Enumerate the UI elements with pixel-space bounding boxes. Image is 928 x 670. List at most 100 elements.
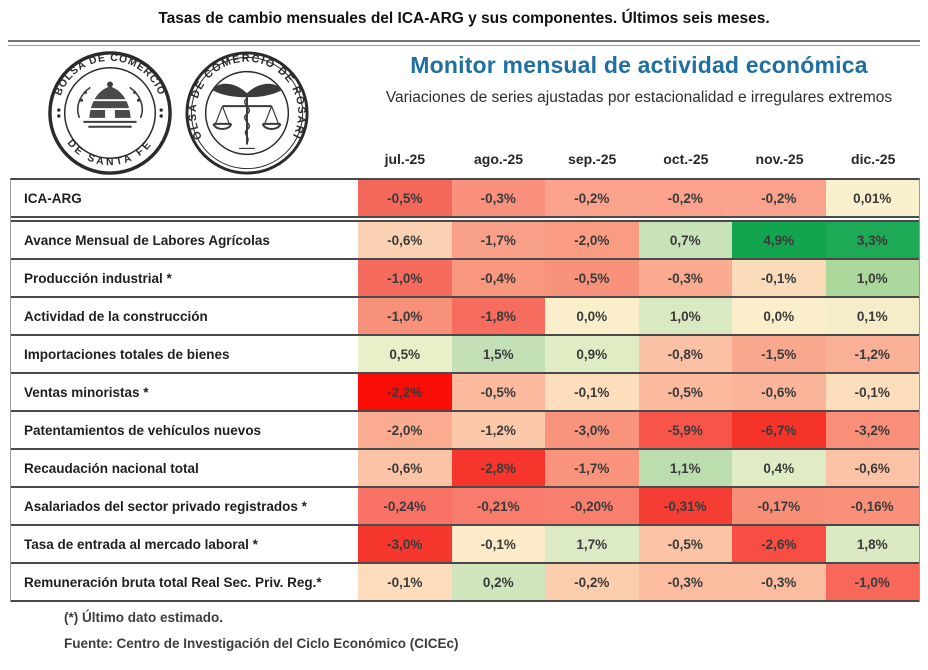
row-separator (11, 218, 919, 222)
data-cell: -0,1% (825, 374, 919, 410)
table-row: Tasa de entrada al mercado laboral * -3,0… (11, 526, 919, 564)
data-cell: 0,01% (825, 180, 919, 216)
data-cell: 0,0% (545, 298, 639, 334)
row-label: Avance Mensual de Labores Agrícolas (11, 222, 358, 258)
month-header: sep.-25 (568, 151, 617, 167)
data-cell: -0,6% (358, 222, 452, 258)
row-label: Remuneración bruta total Real Sec. Priv.… (11, 564, 358, 600)
row-label: Importaciones totales de bienes (11, 336, 358, 372)
data-cell: 1,1% (638, 450, 732, 486)
data-cell: -0,2% (638, 180, 732, 216)
data-cell: -3,0% (358, 526, 452, 562)
data-cell: -3,2% (825, 412, 919, 448)
data-cell: 3,3% (825, 222, 919, 258)
data-cell: -2,8% (451, 450, 545, 486)
table-row: Patentamientos de vehículos nuevos -2,0% -… (11, 412, 919, 450)
data-cell: 0,5% (358, 336, 452, 372)
data-cell: -0,21% (451, 488, 545, 524)
heatmap-table: ICA-ARG -0,5% -0,3% -0,2% -0,2% -0,2% 0,01% Ava… (10, 178, 920, 602)
data-cell: -0,31% (638, 488, 732, 524)
data-cell: -0,3% (451, 180, 545, 216)
data-cell: -1,0% (358, 260, 452, 296)
row-label: Asalariados del sector privado registrad… (11, 488, 358, 524)
data-cell: -0,17% (732, 488, 826, 524)
data-cell: 4,9% (732, 222, 826, 258)
table-row: Producción industrial * -1,0% -0,4% -0,5% -0… (11, 260, 919, 298)
data-cell: 1,0% (825, 260, 919, 296)
month-header: oct.-25 (663, 151, 709, 167)
data-cell: -0,5% (451, 374, 545, 410)
data-cell: -2,0% (545, 222, 639, 258)
data-cell: -0,2% (545, 564, 639, 600)
data-cell: 0,9% (545, 336, 639, 372)
data-cell: 0,2% (451, 564, 545, 600)
data-cell: -0,5% (545, 260, 639, 296)
row-label: Patentamientos de vehículos nuevos (11, 412, 358, 448)
logos: BOLSA DE COMERCIO DE SANTA FE BOLSA (46, 49, 311, 177)
data-cell: -0,1% (732, 260, 826, 296)
data-cell: -1,0% (825, 564, 919, 600)
monitor-subtitle: Variaciones de series ajustadas por esta… (385, 89, 893, 106)
table-row: Remuneración bruta total Real Sec. Priv.… (11, 564, 919, 602)
row-label: Recaudación nacional total (11, 450, 358, 486)
data-cell: 1,5% (451, 336, 545, 372)
data-cell: 1,8% (825, 526, 919, 562)
data-cell: -0,24% (358, 488, 452, 524)
data-cell: 1,0% (638, 298, 732, 334)
data-cell: -0,2% (545, 180, 639, 216)
data-cell: 0,0% (732, 298, 826, 334)
data-cell: -0,6% (825, 450, 919, 486)
monitor-header: Monitor mensual de actividad económica V… (358, 52, 920, 109)
data-cell: -3,0% (545, 412, 639, 448)
table-footer: (*) Último dato estimado. Fuente: Centro… (64, 605, 459, 657)
data-cell: -0,16% (825, 488, 919, 524)
data-cell: -6,7% (732, 412, 826, 448)
month-header: nov.-25 (755, 151, 804, 167)
data-cell: -1,2% (825, 336, 919, 372)
month-header: ago.-25 (474, 151, 524, 167)
data-cell: -0,1% (451, 526, 545, 562)
row-label: Producción industrial * (11, 260, 358, 296)
month-header: dic.-25 (851, 151, 896, 167)
row-label: ICA-ARG (11, 180, 358, 216)
table-row: ICA-ARG -0,5% -0,3% -0,2% -0,2% -0,2% 0,01% (11, 180, 919, 218)
data-cell: -0,20% (545, 488, 639, 524)
row-label: Ventas minoristas * (11, 374, 358, 410)
data-cell: -1,8% (451, 298, 545, 334)
data-cell: -0,6% (732, 374, 826, 410)
data-cell: -0,1% (358, 564, 452, 600)
source-line: Fuente: Centro de Investigación del Cicl… (64, 636, 459, 651)
data-cell: -0,2% (732, 180, 826, 216)
data-cell: -0,8% (638, 336, 732, 372)
table-row: Asalariados del sector privado registrad… (11, 488, 919, 526)
rosario-logo: BOLSA DE COMERCIO DE ROSARIO (183, 49, 309, 175)
data-cell: -1,5% (732, 336, 826, 372)
data-cell: -0,3% (732, 564, 826, 600)
caduceus-scales-icon (212, 83, 282, 150)
data-cell: -1,0% (358, 298, 452, 334)
data-cell: -0,5% (638, 374, 732, 410)
data-cell: -1,7% (545, 450, 639, 486)
data-cell: -0,4% (451, 260, 545, 296)
beehive-emblem-icon (76, 81, 144, 128)
santa-fe-logo: BOLSA DE COMERCIO DE SANTA FE (48, 51, 172, 175)
table-row: Recaudación nacional total -0,6% -2,8% -1,7… (11, 450, 919, 488)
data-cell: -5,9% (638, 412, 732, 448)
data-cell: -2,6% (732, 526, 826, 562)
table-row: Avance Mensual de Labores Agrícolas -0,6%… (11, 222, 919, 260)
data-cell: -2,0% (358, 412, 452, 448)
month-header-row: jul.-25 ago.-25 sep.-25 oct.-25 nov.-25 dic.-… (358, 146, 920, 172)
data-cell: 0,4% (732, 450, 826, 486)
data-cell: -0,3% (638, 564, 732, 600)
table-row: Ventas minoristas * -2,2% -0,5% -0,1% -0,5% -… (11, 374, 919, 412)
data-cell: 0,7% (638, 222, 732, 258)
data-cell: -0,1% (545, 374, 639, 410)
footnote: (*) Último dato estimado. (64, 610, 224, 625)
data-cell: -0,5% (358, 180, 452, 216)
row-label: Tasa de entrada al mercado laboral * (11, 526, 358, 562)
monitor-title: Monitor mensual de actividad económica (410, 52, 868, 78)
title-divider (8, 40, 920, 46)
row-label: Actividad de la construcción (11, 298, 358, 334)
data-cell: -1,2% (451, 412, 545, 448)
page-title: Tasas de cambio mensuales del ICA-ARG y … (158, 10, 770, 27)
